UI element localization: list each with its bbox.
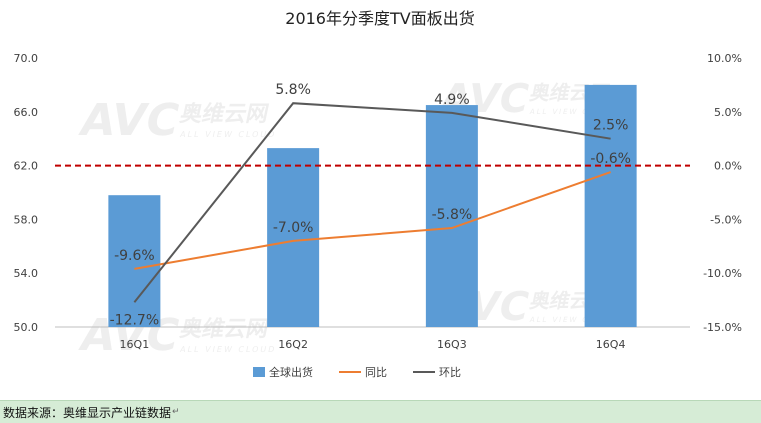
label-mom-16Q3: 4.9% <box>434 92 470 108</box>
source-text: 数据来源：奥维显示产业链数据 <box>3 406 172 420</box>
right-axis-tick-label: -5.0% <box>710 213 742 226</box>
label-mom-16Q4: 2.5% <box>593 118 629 134</box>
watermark-cn: 奥维云网 <box>178 100 272 127</box>
line-环比 <box>133 102 611 303</box>
source-footer: 数据来源：奥维显示产业链数据 ↵ <box>0 400 761 423</box>
watermark-en: ALL VIEW CLOUD <box>179 344 277 354</box>
label-yoy-16Q3: -5.8% <box>432 207 473 223</box>
x-tick-label: 16Q1 <box>120 338 150 351</box>
watermark-en: ALL VIEW CLOUD <box>529 315 617 324</box>
label-yoy-16Q1: -9.6% <box>114 248 155 264</box>
left-axis-tick-label: 62.0 <box>14 160 39 173</box>
legend-swatch-全球出货 <box>253 367 265 377</box>
x-tick-label: 16Q2 <box>278 338 308 351</box>
right-axis-tick-label: 0.0% <box>714 160 742 173</box>
left-axis-tick-label: 66.0 <box>14 106 39 119</box>
left-axis-tick-label: 50.0 <box>14 321 39 334</box>
chart-area: 2016年分季度TV面板出货 AVC 奥维云网 ALL VIEW CLOUD AVC 奥维… <box>13 9 743 379</box>
x-tick-label: 16Q4 <box>596 338 626 351</box>
legend-label-同比: 同比 <box>365 366 387 379</box>
bar-16Q4 <box>584 84 637 328</box>
legend-label-环比: 环比 <box>439 366 461 379</box>
bar-16Q2 <box>267 148 320 327</box>
bar-16Q1 <box>108 195 161 327</box>
right-axis-tick-label: -10.0% <box>703 267 742 280</box>
right-axis-tick-label: -15.0% <box>703 321 742 334</box>
label-yoy-16Q4: -0.6% <box>590 151 631 167</box>
return-mark: ↵ <box>172 407 180 417</box>
left-axis-tick-label: 58.0 <box>14 213 39 226</box>
right-axis-tick-label: 5.0% <box>714 106 742 119</box>
chart-title: 2016年分季度TV面板出货 <box>285 9 474 28</box>
watermark-en: ALL VIEW CLOUD <box>179 129 277 139</box>
bar-16Q3 <box>425 105 478 327</box>
watermark-cn: 奥维云网 <box>178 315 272 342</box>
line-同比 <box>134 171 611 270</box>
left-axis-tick-label: 54.0 <box>14 267 39 280</box>
x-tick-label: 16Q3 <box>437 338 467 351</box>
left-axis-tick-label: 70.0 <box>14 52 39 65</box>
watermark-brand: AVC <box>76 95 184 145</box>
right-axis-tick-label: 10.0% <box>707 52 742 65</box>
label-yoy-16Q2: -7.0% <box>273 220 314 236</box>
legend-label-全球出货: 全球出货 <box>269 365 313 379</box>
watermark-en: ALL VIEW CLOUD <box>529 107 617 116</box>
label-mom-16Q2: 5.8% <box>275 82 311 98</box>
label-mom-16Q1: -12.7% <box>110 312 160 328</box>
